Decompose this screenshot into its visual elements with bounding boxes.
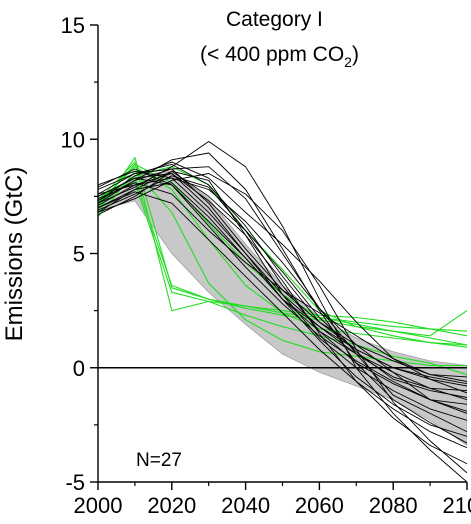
- series-line-black-7: [98, 177, 467, 414]
- uncertainty-band-layer: [98, 170, 467, 446]
- subtitle-subscript: 2: [344, 54, 352, 70]
- series-line-black-19: [98, 173, 467, 465]
- x-tick-label-2100: 2100: [443, 493, 471, 518]
- series-line-black-18: [98, 182, 467, 392]
- series-line-black-17: [98, 177, 467, 401]
- uncertainty-band: [98, 170, 467, 446]
- y-ticks: -5 0 5 10 15: [61, 13, 98, 495]
- y-tick-label--5: -5: [65, 470, 85, 495]
- sample-count-note: N=27: [136, 450, 182, 471]
- y-tick-label-15: 15: [61, 13, 85, 38]
- chart-title: Category I: [226, 8, 323, 31]
- series-line-black-11: [98, 182, 467, 394]
- series-line-green-25: [98, 170, 467, 367]
- series-line-black-12: [98, 191, 467, 449]
- x-tick-label-2080: 2080: [369, 493, 418, 518]
- y-tick-label-10: 10: [61, 127, 85, 152]
- series-line-black-6: [98, 141, 467, 482]
- series-line-black-9: [98, 163, 467, 385]
- y-tick-label-5: 5: [73, 242, 85, 267]
- x-tick-label-2040: 2040: [221, 493, 270, 518]
- series-line-green-22: [98, 166, 467, 348]
- y-axis-label: Emissions (GtC): [1, 167, 28, 342]
- y-tick-label-0: 0: [73, 356, 85, 381]
- series-line-black-16: [98, 166, 467, 433]
- chart-subtitle: (< 400 ppm CO2): [200, 43, 359, 70]
- x-ticks: 2000 2020 2040 2060 2080 2100: [74, 482, 471, 518]
- series-line-green-27: [98, 177, 467, 337]
- x-tick-label-2060: 2060: [295, 493, 344, 518]
- series-layer: [98, 141, 467, 482]
- series-line-black-13: [98, 161, 467, 378]
- subtitle-suffix: ): [352, 43, 359, 66]
- series-line-black-4: [98, 173, 467, 474]
- subtitle-prefix: (< 400 ppm CO: [200, 43, 344, 66]
- series-line-green-24: [98, 182, 467, 337]
- series-line-black-8: [98, 175, 467, 412]
- x-tick-label-2020: 2020: [147, 493, 196, 518]
- x-tick-label-2000: 2000: [74, 493, 123, 518]
- series-line-green-21: [98, 161, 467, 376]
